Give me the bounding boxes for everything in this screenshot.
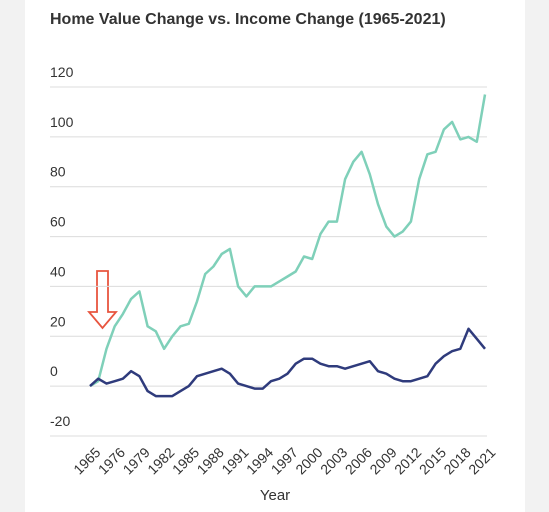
x-axis-label: Year: [260, 487, 290, 504]
y-tick-label: 60: [50, 214, 66, 230]
chart-title: Home Value Change vs. Income Change (196…: [50, 11, 446, 28]
arrow-annotation: [87, 270, 118, 330]
y-tick-label: 100: [50, 114, 74, 130]
y-tick-label: 40: [50, 263, 66, 279]
y-tick-label: 0: [50, 363, 58, 379]
series-line: [89, 94, 487, 388]
y-tick-label: 80: [50, 164, 66, 180]
y-tick-label: 120: [50, 64, 74, 80]
y-tick-label: 20: [50, 313, 66, 329]
y-tick-label: -20: [50, 413, 70, 429]
card: [25, 0, 525, 512]
series-line: [89, 327, 486, 398]
